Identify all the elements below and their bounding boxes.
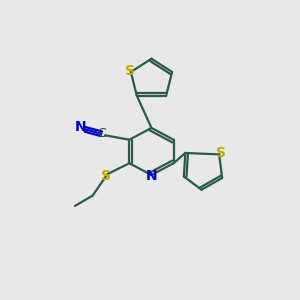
Text: C: C	[98, 127, 106, 140]
Text: S: S	[216, 146, 226, 160]
Text: N: N	[74, 120, 86, 134]
Text: N: N	[146, 169, 157, 184]
Text: S: S	[125, 64, 135, 78]
Text: S: S	[101, 169, 111, 184]
